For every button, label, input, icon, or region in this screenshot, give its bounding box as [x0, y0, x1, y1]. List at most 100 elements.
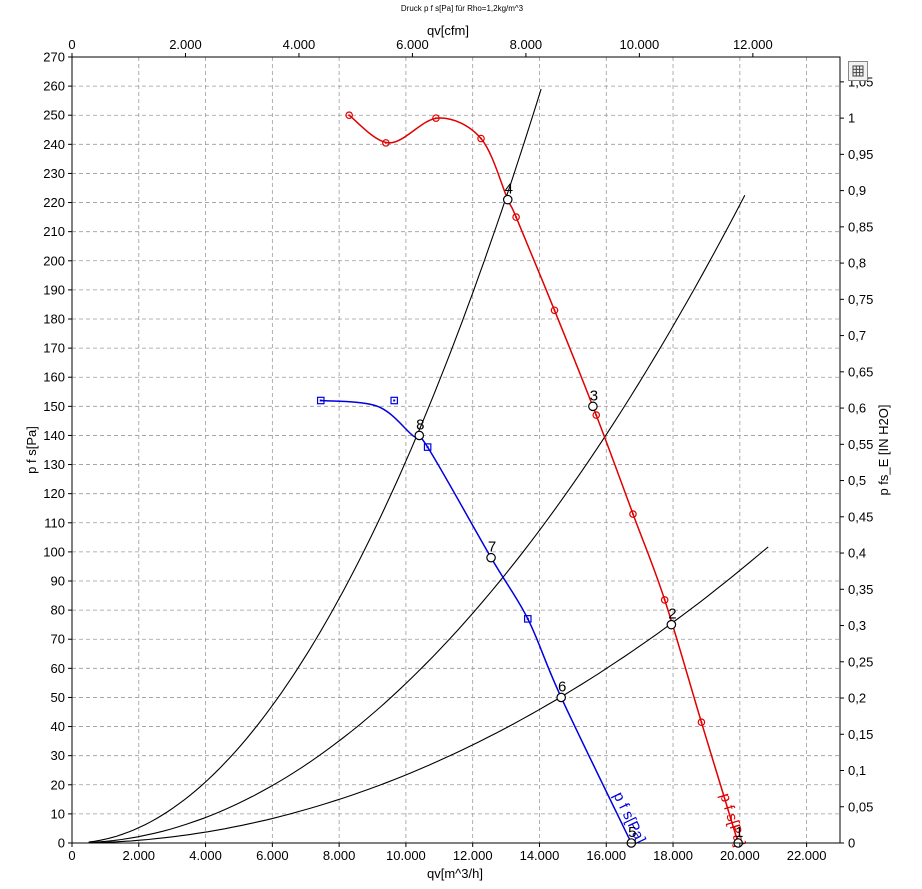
y-tick-label: 110 — [44, 515, 65, 530]
series-marker-dot — [384, 141, 387, 144]
series-line-0 — [348, 114, 739, 844]
series-marker-dot — [526, 617, 529, 620]
series-marker — [697, 718, 706, 726]
grid-lines — [72, 57, 840, 843]
y2-tick-label: 0,95 — [848, 147, 873, 162]
operating-point-label-4: 4 — [505, 181, 513, 198]
y-tick-label: 50 — [51, 690, 65, 705]
system-curve-curve-1 — [88, 88, 542, 843]
y-tick-label: 100 — [43, 544, 65, 559]
y2-tick-label: 0,65 — [848, 364, 873, 379]
series-marker-dot — [700, 721, 703, 724]
y2-tick-label: 0,6 — [848, 401, 866, 416]
y-tick-label: 250 — [43, 108, 65, 123]
operating-point-label-1: 1 — [735, 824, 743, 841]
operating-point-4 — [502, 194, 513, 205]
series-marker — [629, 510, 637, 518]
y-tick-label: 210 — [43, 224, 65, 239]
system-curves — [88, 88, 769, 844]
x2-tick-label: 6.000 — [396, 37, 429, 52]
fan-curves: p f s[Pa]p f s[Pa] — [316, 111, 749, 849]
operating-point-8 — [414, 430, 425, 441]
system-curve-curve-2 — [88, 195, 746, 844]
x-tick-label: 4.000 — [189, 848, 222, 863]
y2-tick-label: 0,3 — [848, 618, 866, 633]
x2-tick-label: 12.000 — [733, 37, 773, 52]
y2-tick-label: 0,75 — [848, 292, 873, 307]
operating-point-label-2: 2 — [668, 606, 676, 623]
operating-points: 1 2 3 4 5 6 7 8 — [414, 181, 743, 848]
y-tick-label: 140 — [43, 428, 65, 443]
y-tick-label: 150 — [43, 399, 65, 414]
series-marker-dot — [553, 309, 556, 312]
y-axis-title: p f s[Pa] — [24, 426, 39, 474]
series-marker — [660, 596, 669, 604]
series-marker — [345, 111, 353, 120]
y-tick-label: 40 — [51, 719, 65, 734]
x2-tick-label: 10.000 — [619, 37, 659, 52]
x-tick-label: 18.000 — [653, 848, 693, 863]
y-tick-label: 70 — [51, 632, 65, 647]
y-tick-label: 230 — [43, 166, 65, 181]
y-tick-label: 240 — [43, 137, 65, 152]
series-marker — [523, 615, 532, 623]
y2-tick-label: 0,15 — [848, 727, 873, 742]
y2-tick-label: 0,5 — [848, 473, 866, 488]
y2-tick-label: 0,35 — [848, 582, 873, 597]
series-marker-dot — [393, 399, 396, 402]
y-tick-label: 170 — [43, 341, 65, 356]
y-tick-label: 60 — [51, 661, 65, 676]
y-tick-label: 120 — [43, 486, 65, 501]
x-tick-label: 12.000 — [453, 848, 493, 863]
series-label-0: p f s[Pa] — [716, 791, 748, 849]
y-tick-label: 20 — [51, 777, 65, 792]
x-tick-label: 6.000 — [256, 848, 289, 863]
y2-tick-label: 0,1 — [848, 763, 866, 778]
y-tick-label: 190 — [43, 282, 65, 297]
y2-tick-label: 0,9 — [848, 183, 866, 198]
operating-point-label-7: 7 — [488, 539, 496, 556]
y2-tick-label: 1 — [848, 111, 855, 126]
x-tick-label: 10.000 — [386, 848, 426, 863]
series-marker-dot — [515, 216, 518, 219]
y2-tick-label: 0,25 — [848, 654, 873, 669]
y2-tick-label: 0,55 — [848, 437, 873, 452]
series-marker — [390, 396, 399, 405]
chart-title: Druck p f s[Pa] für Rho=1,2kg/m^3 — [401, 4, 524, 13]
operating-point-label-8: 8 — [416, 416, 424, 433]
x-tick-label: 22.000 — [787, 848, 827, 863]
x-tick-label: 14.000 — [520, 848, 560, 863]
series-marker — [316, 396, 325, 405]
x-axis-title: qv[m^3/h] — [427, 866, 483, 881]
grid-menu-icon — [852, 65, 864, 77]
series-marker — [432, 114, 440, 122]
series-marker-dot — [631, 513, 634, 516]
y2-axis-title: p fs_E [IN H2O] — [876, 404, 891, 495]
x2-tick-label: 4.000 — [283, 37, 316, 52]
y-tick-label: 30 — [51, 748, 65, 763]
series-marker — [550, 306, 559, 315]
x-tick-label: 20.000 — [720, 848, 760, 863]
x2-axis-title: qv[cfm] — [427, 23, 469, 38]
y-tick-label: 200 — [43, 253, 65, 268]
chart-menu-button[interactable] — [848, 61, 868, 81]
y2-tick-label: 0,4 — [848, 546, 866, 561]
y-tick-label: 80 — [51, 603, 65, 618]
series-marker-dot — [595, 414, 598, 417]
system-curve-curve-3 — [88, 546, 769, 844]
series-marker-dot — [348, 114, 351, 117]
operating-point-label-5: 5 — [628, 824, 636, 841]
operating-point-label-6: 6 — [558, 678, 566, 695]
y-tick-label: 10 — [51, 806, 65, 821]
y2-tick-label: 0,8 — [848, 256, 866, 271]
x2-tick-label: 2.000 — [169, 37, 202, 52]
y2-tick-label: 0,85 — [848, 219, 873, 234]
y2-tick-label: 0 — [848, 836, 855, 851]
series-marker — [423, 443, 432, 451]
x2-tick-label: 0 — [68, 37, 75, 52]
series-marker-dot — [426, 446, 429, 449]
y-tick-label: 180 — [43, 312, 65, 327]
series-marker-dot — [434, 117, 437, 120]
y2-tick-label: 0,7 — [848, 328, 866, 343]
y-tick-label: 270 — [43, 50, 65, 65]
